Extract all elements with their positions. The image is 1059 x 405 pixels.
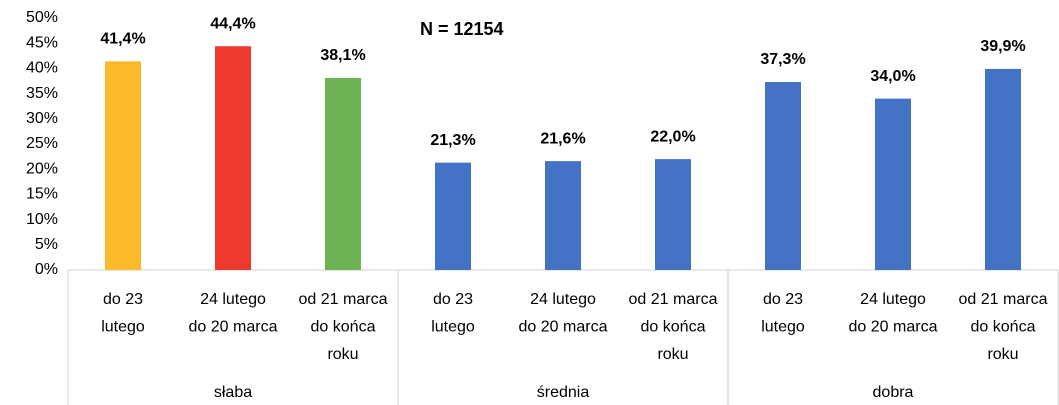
x-tick-label: do końca [971,319,1036,336]
y-tick-label: 25% [26,135,58,152]
bar [655,159,691,270]
y-tick-label: 20% [26,160,58,177]
x-tick-label: lutego [101,319,145,336]
bar [435,162,471,270]
bar [985,68,1021,271]
data-label: 38,1% [320,47,365,64]
group-label: średnia [537,384,590,401]
x-tick-label: 24 lutego [530,291,596,308]
y-tick-label: 5% [35,236,58,253]
data-label: 21,3% [430,132,475,149]
x-tick-label: roku [327,346,358,363]
bar [325,77,361,270]
y-tick-label: 40% [26,60,58,77]
annotation: N = 12154 [420,19,504,39]
x-tick-label: do 20 marca [849,319,938,336]
group-label: dobra [873,384,914,401]
x-tick-label: roku [657,346,688,363]
bar [765,82,801,271]
x-tick-label: do końca [311,319,376,336]
y-tick-label: 50% [26,9,58,26]
y-tick-label: 45% [26,34,58,51]
x-tick-label: 24 lutego [200,291,266,308]
x-tick-label: do 20 marca [189,319,278,336]
group-label: słaba [214,384,252,401]
y-tick-label: 15% [26,186,58,203]
x-tick-label: lutego [761,319,805,336]
x-tick-label: do 20 marca [519,319,608,336]
x-tick-label: do 23 [433,291,473,308]
data-label: 39,9% [980,38,1025,55]
x-tick-label: do końca [641,319,706,336]
data-label: 37,3% [760,51,805,68]
x-tick-label: do 23 [103,291,143,308]
x-tick-label: do 23 [763,291,803,308]
x-tick-label: od 21 marca [959,291,1048,308]
y-tick-label: 30% [26,110,58,127]
data-label: 44,4% [210,15,255,32]
y-tick-label: 10% [26,211,58,228]
data-label: 21,6% [540,130,585,147]
x-tick-label: 24 lutego [860,291,926,308]
x-tick-label: od 21 marca [299,291,388,308]
bar [105,61,141,271]
bar [875,98,911,270]
bar [545,161,581,270]
x-tick-label: roku [987,346,1018,363]
data-label: 41,4% [100,31,145,48]
bar [215,46,251,270]
x-tick-label: od 21 marca [629,291,718,308]
y-tick-label: 35% [26,85,58,102]
y-tick-label: 0% [35,261,58,278]
data-label: 34,0% [870,68,915,85]
x-tick-label: lutego [431,319,475,336]
data-label: 22,0% [650,128,695,145]
